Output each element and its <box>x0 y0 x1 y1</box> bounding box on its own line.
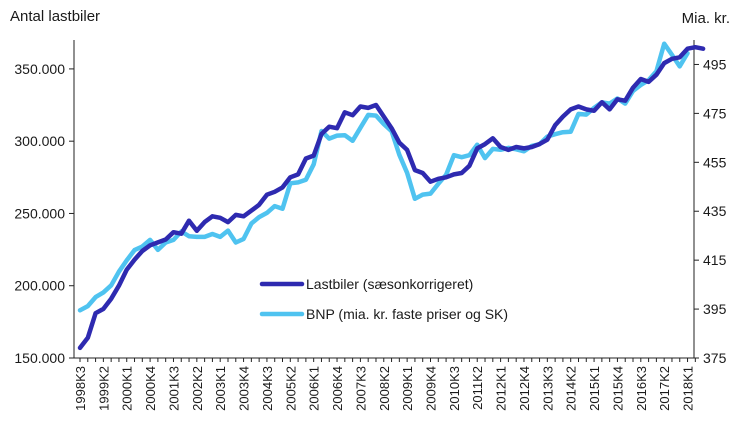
x-tick-label: 2015K4 <box>610 366 625 411</box>
left-tick-label: 300.000 <box>14 133 65 149</box>
x-tick-label: 2000K1 <box>120 366 135 411</box>
legend: Lastbiler (sæsonkorrigeret) BNP (mia. kr.… <box>259 276 508 322</box>
right-axis-title: Mia. kr. <box>681 10 730 27</box>
left-tick-label: 350.000 <box>14 61 65 77</box>
right-tick-label: 395 <box>703 301 727 317</box>
x-tick-label: 2003K4 <box>237 366 252 411</box>
x-tick-label: 2008K2 <box>377 366 392 411</box>
legend-label: BNP (mia. kr. faste priser og SK) <box>306 306 508 322</box>
x-tick-label: 2006K1 <box>307 366 322 411</box>
x-tick-label: 2001K3 <box>166 366 181 411</box>
x-tick-label: 2004K3 <box>260 366 275 411</box>
left-tick-label: 150.000 <box>14 350 65 366</box>
x-tick-label: 2015K1 <box>587 366 602 411</box>
x-tick-label: 2012K4 <box>517 366 532 411</box>
x-tick-label: 2009K1 <box>400 366 415 411</box>
legend-label: Lastbiler (sæsonkorrigeret) <box>306 276 473 292</box>
right-tick-label: 475 <box>703 105 727 121</box>
right-tick-label: 435 <box>703 203 727 219</box>
x-tick-label: 1998K3 <box>73 366 88 411</box>
x-tick-label: 2016K3 <box>634 366 649 411</box>
left-axis-title: Antal lastbiler <box>10 8 101 25</box>
x-tick-label: 2013K3 <box>540 366 555 411</box>
axes: 150.000 200.000 250.000 300.000 350.000 375 39… <box>14 40 727 411</box>
x-tick-label: 2000K4 <box>143 366 158 411</box>
right-tick-label: 375 <box>703 350 727 366</box>
x-tick-label: 2002K2 <box>190 366 205 411</box>
x-tick-label: 2009K4 <box>424 366 439 411</box>
right-tick-label: 495 <box>703 56 727 72</box>
x-tick-label: 2014K2 <box>564 366 579 411</box>
x-tick-label: 2011K2 <box>470 366 485 410</box>
right-tick-label: 415 <box>703 252 727 268</box>
right-tick-label: 455 <box>703 154 727 170</box>
x-tick-label: 2012K1 <box>494 366 509 411</box>
series-line-lastbiler <box>77 44 706 351</box>
x-tick-label: 2017K2 <box>657 366 672 411</box>
left-tick-label: 250.000 <box>14 205 65 221</box>
x-tick-label: 1999K2 <box>96 366 111 411</box>
x-tick-label: 2007K3 <box>353 366 368 411</box>
series-layer <box>77 41 706 351</box>
x-tick-label: 2010K3 <box>447 366 462 411</box>
x-tick-label: 2005K2 <box>283 366 298 411</box>
series-line-bnp <box>77 41 690 313</box>
left-tick-label: 200.000 <box>14 278 65 294</box>
x-tick-label: 2003K1 <box>213 366 228 411</box>
x-tick-label: 2018K1 <box>681 366 696 411</box>
x-tick-label: 2006K4 <box>330 366 345 411</box>
